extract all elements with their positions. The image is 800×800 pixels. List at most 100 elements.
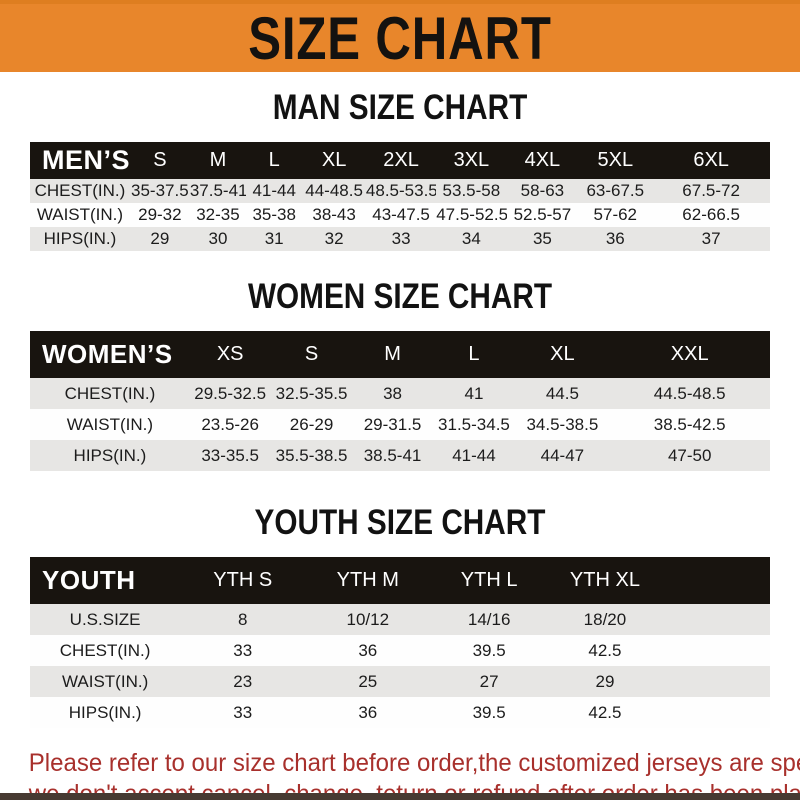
youth-size-table: YOUTH YTH S YTH M YTH L YTH XL U.S.SIZE 8 10/12… [30,557,770,728]
empty-pad-cell [662,635,770,666]
size-value: 32-35 [196,205,240,224]
bottom-edge-strip [0,793,800,800]
measurement-label: CHEST(IN.) [64,383,156,403]
measurement-label: U.S.SIZE [69,609,141,629]
empty-pad-cell [662,666,770,697]
size-value: 44-47 [540,445,585,465]
women-size-table: WOMEN’S XS S M L XL XXL CHEST(IN.) 29.5-32.5 32.5… [30,331,770,471]
size-value: 41 [464,383,484,403]
size-value: 27 [479,671,499,691]
size-value: 32 [324,229,344,248]
size-value: 37.5-41 [189,181,247,200]
size-value: 29 [150,229,170,248]
size-value: 26-29 [289,414,334,434]
size-value: 35.5-38.5 [275,445,348,465]
size-value: 44.5 [545,383,579,403]
size-value: 41-44 [452,445,496,465]
size-value: 29 [595,671,615,691]
size-value: 18/20 [583,609,627,629]
measurement-label: CHEST(IN.) [34,181,126,200]
size-value: 53.5-58 [442,181,501,200]
size-value: 33 [391,229,411,248]
size-value: 47-50 [667,445,712,465]
size-value: 39.5 [472,640,506,660]
empty-pad-cell [662,604,770,635]
size-value: 43-47.5 [372,205,430,224]
size-value: 52.5-57 [513,205,572,224]
size-value: 67.5-72 [682,181,740,200]
size-value: 37 [701,229,721,248]
size-value: 42.5 [588,640,622,660]
size-value: 29-32 [138,205,182,224]
table-row: WAIST(IN.) 23.5-26 26-29 29-31.5 31.5-34.5 34… [30,409,770,440]
size-header-cell: M [384,343,401,365]
size-value: 35-38 [252,205,296,224]
size-value: 41-44 [252,181,296,200]
measurement-label: CHEST(IN.) [59,640,151,660]
size-value: 35-37.5 [131,181,189,200]
table-row: HIPS(IN.) 33-35.5 35.5-38.5 38.5-41 41-44 44-… [30,440,770,471]
table-row: HIPS(IN.) 29 30 31 32 33 34 35 36 37 [30,227,770,251]
measurement-label: WAIST(IN.) [66,414,154,434]
size-header-cell: L [268,149,280,171]
table-row: WAIST(IN.) 23 25 27 29 [30,666,770,697]
size-value: 31.5-34.5 [438,414,510,434]
size-value: 33 [233,640,253,660]
size-header-cell: YTH L [460,569,518,591]
size-header-cell: 6XL [693,149,729,171]
size-value: 62-66.5 [682,205,740,224]
size-value: 42.5 [588,702,622,722]
size-value: 8 [238,609,248,629]
size-value: 58-63 [520,181,565,200]
measurement-label: HIPS(IN.) [73,445,147,465]
men-size-table: MEN’S S M L XL 2XL 3XL 4XL 5XL 6XL CHEST(IN.) 35-37… [30,142,770,251]
men-section-heading: MAN SIZE CHART [272,88,528,127]
table-title-cell: WOMEN’S [42,339,173,369]
size-header-cell: 4XL [524,149,561,171]
size-header-cell: 3XL [453,149,490,171]
size-value: 36 [358,640,378,660]
size-value: 38.5-42.5 [653,414,726,434]
size-header-cell: YTH M [336,569,399,591]
table-title-cell: YOUTH [42,565,136,595]
size-value: 36 [358,702,378,722]
size-value: 29-31.5 [363,414,422,434]
table-row: U.S.SIZE 8 10/12 14/16 18/20 [30,604,770,635]
banner-title: SIZE CHART [248,4,552,72]
size-header-cell: 5XL [597,149,634,171]
size-header-cell: XL [321,149,347,171]
size-value: 39.5 [472,702,506,722]
size-value: 63-67.5 [586,181,645,200]
empty-pad-cell [662,697,770,728]
table-row: CHEST(IN.) 35-37.5 37.5-41 41-44 44-48.5 48.5… [30,179,770,203]
size-value: 38 [383,383,403,403]
size-value: 23.5-26 [201,414,259,434]
size-value: 44-48.5 [305,181,363,200]
size-value: 47.5-52.5 [436,205,507,224]
size-value: 35 [532,229,552,248]
measurement-label: WAIST(IN.) [36,205,124,224]
measurement-label: WAIST(IN.) [61,671,149,691]
table-row: WAIST(IN.) 29-32 32-35 35-38 38-43 43-47.5 47.… [30,203,770,227]
size-value: 33 [233,702,253,722]
table-row: CHEST(IN.) 33 36 39.5 42.5 [30,635,770,666]
size-header-cell: L [468,343,480,365]
size-header-cell: XL [550,343,575,365]
size-value: 38.5-41 [363,445,422,465]
size-value: 34 [461,229,481,248]
size-value: 44.5-48.5 [653,383,726,403]
size-value: 25 [358,671,378,691]
banner: SIZE CHART [0,0,800,72]
size-value: 30 [208,229,228,248]
size-value: 48.5-53.5 [365,181,437,200]
size-value: 57-62 [593,205,638,224]
size-value: 10/12 [346,609,390,629]
size-header-cell: YTH S [213,569,273,591]
measurement-label: HIPS(IN.) [68,702,142,722]
disclaimer-line-1: Please refer to our size chart before or… [28,749,800,777]
size-header-cell: M [209,149,227,171]
size-value: 31 [264,229,284,248]
empty-pad-cell [662,557,770,604]
size-header-cell: XS [216,343,244,365]
